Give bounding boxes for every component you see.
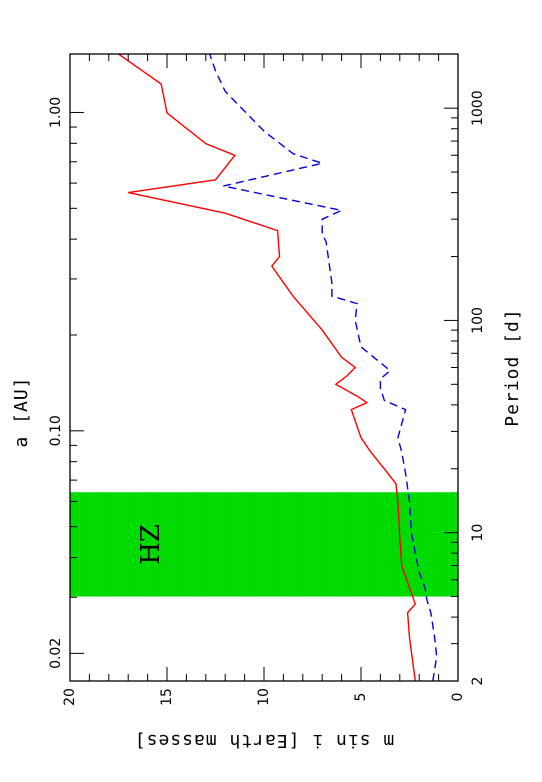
top-axis-title: a [AU] — [11, 376, 32, 447]
habitable-zone-label: HZ — [136, 524, 166, 565]
series-line-1 — [118, 53, 417, 682]
au-tick-label: 0.02 — [48, 638, 64, 669]
period-tick-label: 100 — [470, 307, 486, 334]
series-line-2 — [209, 53, 438, 682]
tick-labels-layer: 2 10 100 1000 0.02 0.10 1.00 0 5 10 15 20 — [48, 90, 486, 706]
period-tick-label: 10 — [470, 524, 486, 542]
ticks-layer — [69, 54, 459, 682]
period-tick-label: 2 — [470, 677, 486, 686]
habitable-zone-layer: HZ — [70, 492, 458, 597]
habitable-zone-hatch — [71, 492, 457, 597]
mass-tick-label: 10 — [256, 688, 272, 706]
mass-tick-label: 0 — [450, 693, 466, 702]
mass-tick-label: 15 — [159, 688, 175, 706]
period-tick-label: 1000 — [470, 90, 486, 126]
series-layer — [118, 53, 438, 682]
au-tick-label: 0.10 — [48, 415, 64, 446]
mass-tick-label: 5 — [353, 693, 369, 702]
au-tick-label: 1.00 — [48, 97, 64, 128]
x-axis-title: Period [d] — [502, 308, 523, 426]
mass-tick-label: 20 — [62, 688, 78, 706]
y-axis-title: m sin i [Earth masses] — [134, 730, 394, 751]
